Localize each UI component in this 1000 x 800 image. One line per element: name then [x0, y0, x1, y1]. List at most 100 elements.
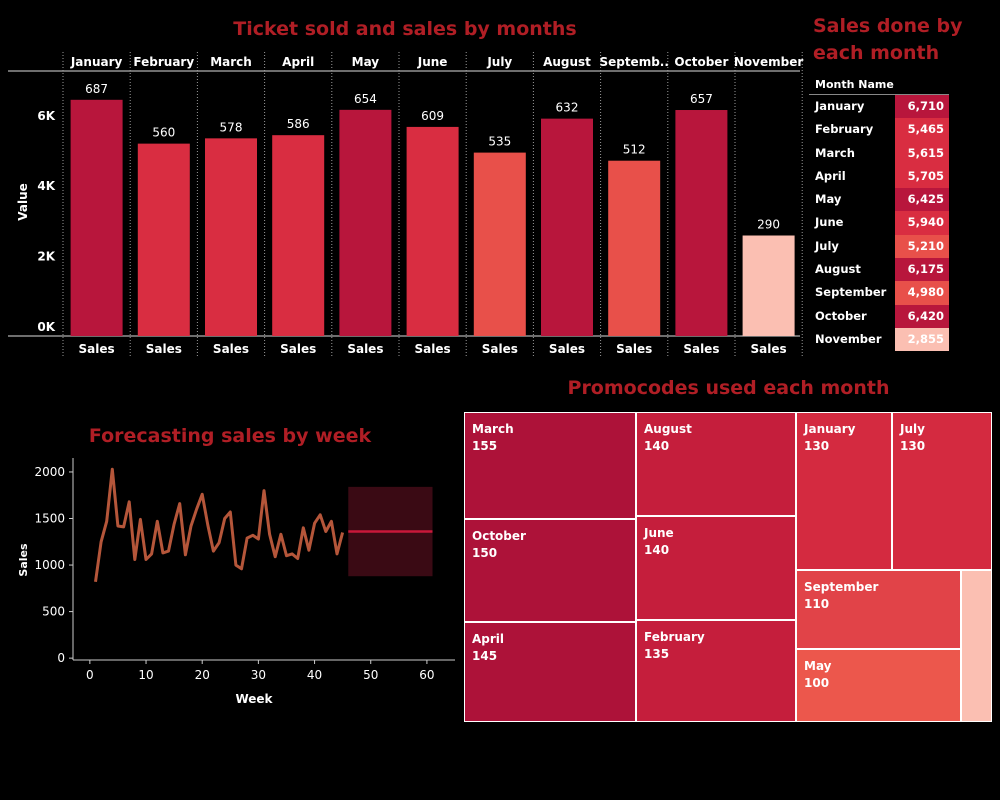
y-tick-label: 500 [42, 605, 65, 619]
treemap-tile: April 145 [464, 622, 636, 722]
bar [70, 99, 123, 336]
table-row: March 5,615 [809, 141, 949, 165]
y-tick-label: 2K [37, 250, 55, 264]
month-header-label: Septemb.. [599, 55, 668, 69]
table-row: November 2,855 [809, 327, 949, 352]
table-row: August 6,175 [809, 258, 949, 282]
promocode-treemap: March 155 October 150 April 145 August 140 June 1… [464, 412, 992, 722]
table-row: May 6,425 [809, 188, 949, 212]
treemap-tile: May 100 [796, 649, 961, 722]
y-axis-label: Value [16, 183, 30, 221]
bottom-label: Sales [683, 342, 719, 356]
sales-table: Month Name January 6,710 February 5,465 Marc… [809, 75, 949, 352]
treemap-tile-label: September [804, 580, 879, 594]
x-tick-label: 10 [138, 668, 153, 682]
bottom-label: Sales [549, 342, 585, 356]
table-value-cell: 5,705 [895, 164, 949, 189]
x-tick-label: 0 [86, 668, 94, 682]
table-row: June 5,940 [809, 211, 949, 235]
bottom-label: Sales [79, 342, 115, 356]
treemap-tile-label: July [900, 422, 925, 436]
month-header-label: May [352, 55, 380, 69]
table-month-cell: July [815, 238, 839, 253]
table-row: October 6,420 [809, 304, 949, 328]
treemap-tile: July 130 [892, 412, 992, 570]
treemap-tile-value: 145 [472, 649, 498, 663]
treemap-tile: January 130 [796, 412, 892, 570]
month-header-label: June [417, 55, 448, 69]
table-month-cell: May [815, 192, 842, 207]
y-tick-label: 1500 [34, 512, 65, 526]
month-header-label: July [486, 55, 512, 69]
table-value-cell: 5,615 [895, 141, 949, 165]
x-tick-label: 40 [307, 668, 322, 682]
bar-chart-title: Ticket sold and sales by months [233, 18, 577, 40]
bar [608, 160, 661, 336]
bar-data-label: 560 [152, 126, 175, 140]
treemap-tile-label: January [804, 422, 856, 436]
month-header-label: August [543, 55, 591, 69]
treemap-tile-value: 140 [644, 439, 670, 453]
bar [675, 110, 728, 337]
bar [742, 235, 795, 336]
bar [473, 152, 526, 336]
treemap-tile-label: April [472, 632, 505, 646]
bar-data-label: 290 [757, 218, 780, 232]
table-title: Sales done by each month [813, 15, 963, 64]
forecast-chart-title: Forecasting sales by week [88, 425, 372, 447]
bottom-label: Sales [280, 342, 316, 356]
bottom-label: Sales [616, 342, 652, 356]
treemap-tile: September 110 [796, 570, 961, 649]
month-header-label: November [734, 55, 803, 69]
x-tick-label: 60 [419, 668, 434, 682]
bar-data-label: 609 [421, 109, 444, 123]
bar [541, 118, 593, 336]
treemap-tile: February 135 [636, 620, 796, 722]
sales-series-line [94, 467, 345, 583]
bar-data-label: 578 [220, 120, 243, 134]
y-tick-label: 0K [37, 320, 55, 334]
bottom-label: Sales [146, 342, 182, 356]
y-tick-label: 1000 [34, 558, 65, 572]
table-month-cell: January [815, 99, 865, 113]
treemap-tile-value: 140 [644, 543, 670, 557]
treemap-tile-value: 135 [644, 647, 670, 661]
table-value-cell: 5,465 [895, 118, 949, 142]
treemap-tile-value: 155 [472, 439, 498, 453]
table-column-header: Month Name [809, 75, 949, 95]
table-month-cell: November [815, 331, 882, 346]
table-month-cell: April [815, 168, 846, 183]
treemap-title: Promocodes used each month [567, 377, 890, 399]
treemap-tile-label: August [644, 422, 692, 436]
treemap-tile-label: June [644, 526, 674, 540]
treemap-tile: June 140 [636, 516, 796, 620]
x-tick-label: 30 [251, 668, 266, 682]
bar-chart: January 687 Sales February 560 Sales March 578 S… [8, 52, 803, 357]
treemap-tile-value: 110 [804, 597, 830, 611]
bar-data-label: 632 [556, 101, 579, 115]
month-header-label: October [674, 55, 728, 69]
bottom-label: Sales [213, 342, 249, 356]
bottom-label: Sales [751, 342, 787, 356]
bottom-label: Sales [482, 342, 518, 356]
month-header-label: March [210, 55, 252, 69]
table-row: July 5,210 [809, 234, 949, 259]
bar [272, 135, 325, 336]
month-header-label: April [282, 55, 314, 69]
table-row: April 5,705 [809, 164, 949, 189]
treemap-tile-label: March [472, 422, 514, 436]
treemap-tile: August 140 [636, 412, 796, 516]
table-value-cell: 6,425 [895, 188, 949, 212]
bar-data-label: 657 [690, 92, 713, 106]
treemap-tile-value: 130 [804, 439, 830, 453]
bar-data-label: 586 [287, 117, 310, 131]
treemap-tile [961, 570, 992, 722]
treemap-tile-label: May [804, 659, 832, 673]
month-header-label: February [133, 55, 194, 69]
table-value-cell: 5,940 [895, 211, 949, 235]
month-header-label: January [70, 55, 123, 69]
table-month-cell: August [815, 262, 861, 277]
table-month-cell: March [815, 145, 855, 160]
table-value-cell: 4,980 [895, 281, 949, 305]
forecast-line-chart: 0 500 1000 1500 2000 0 10 20 30 40 50 60 Week Sales [17, 458, 455, 706]
